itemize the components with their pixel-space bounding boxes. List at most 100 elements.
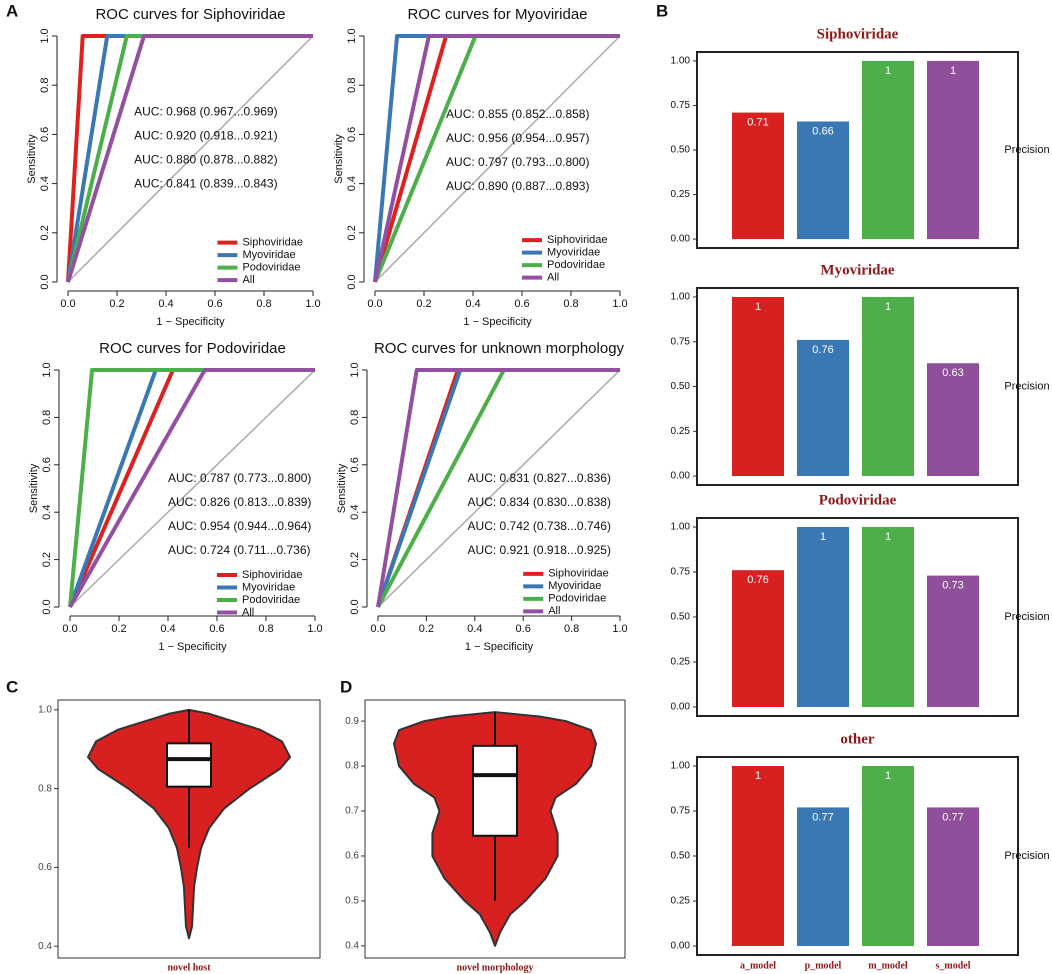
roc-curve	[376, 368, 620, 608]
x-tick-label: 0.2	[419, 623, 434, 635]
roc-curve	[68, 368, 315, 608]
data-label: 1	[755, 770, 761, 782]
plot-frame	[364, 699, 626, 959]
y-tick-label: 0.00	[671, 941, 691, 952]
legend-label: All	[242, 274, 254, 286]
y-tick-label: 0.4	[39, 176, 51, 191]
chart-title: ROC curves for Myoviridae	[407, 6, 587, 23]
auc-annotation: AUC: 0.920 (0.918...0.921)	[134, 128, 277, 142]
data-label: 0.76	[812, 344, 833, 356]
y-tick-label: 0.25	[671, 426, 691, 437]
y-axis-label: Precision	[1004, 850, 1049, 862]
y-tick-label: 0.75	[671, 806, 691, 817]
y-tick-label: 0.2	[349, 552, 361, 567]
legend-label: All	[242, 606, 254, 618]
x-tick-label: 1.0	[307, 623, 322, 635]
chart-title: ROC curves for Podoviridae	[99, 340, 286, 357]
y-tick-label: 1.0	[346, 28, 358, 43]
data-label: 0.66	[812, 125, 833, 137]
chart-title: Podoviridae	[819, 492, 897, 508]
y-tick-label: 0.8	[39, 78, 51, 93]
data-label: 0.77	[812, 811, 833, 823]
auc-annotation: AUC: 0.841 (0.839...0.843)	[134, 176, 277, 190]
x-tick-label: 0.0	[367, 298, 382, 310]
auc-annotation: AUC: 0.826 (0.813...0.839)	[168, 495, 311, 509]
data-label: 1	[950, 65, 956, 77]
y-tick-label: 0.0	[39, 274, 51, 289]
y-tick-label: 0.8	[346, 78, 358, 93]
y-tick-label: 0.50	[671, 851, 691, 862]
y-tick-label: 0.75	[671, 336, 691, 347]
panel-label: C	[6, 677, 18, 696]
y-axis-label: Sensitivity	[28, 463, 40, 513]
chart-title: Siphoviridae	[817, 26, 899, 42]
y-axis-label: Sensitivity	[336, 463, 348, 513]
plot-frame	[696, 756, 1019, 956]
legend-label: Podoviridae	[242, 262, 300, 274]
y-tick-label: 0.6	[345, 851, 359, 862]
x-tick-label: 1.0	[305, 298, 320, 310]
bar	[797, 807, 849, 946]
plot-frame	[696, 51, 1019, 249]
y-tick-label: 0.2	[41, 552, 53, 567]
y-tick-label: 0.0	[346, 274, 358, 289]
y-tick-label: 0.6	[41, 457, 53, 472]
y-tick-label: 0.75	[671, 100, 691, 111]
legend-label: Myoviridae	[547, 247, 600, 259]
auc-annotation: AUC: 0.831 (0.827...0.836)	[468, 471, 611, 485]
y-tick-label: 0.00	[671, 471, 691, 482]
x-tick-label: 0.8	[258, 623, 273, 635]
y-tick-label: 0.0	[41, 599, 53, 614]
bar	[927, 807, 979, 946]
y-tick-label: 0.4	[41, 505, 53, 520]
bar	[732, 570, 784, 707]
legend-label: Myoviridae	[242, 581, 295, 593]
auc-annotation: AUC: 0.834 (0.830...0.838)	[468, 495, 611, 509]
y-tick-label: 0.8	[349, 410, 361, 425]
legend-label: Podoviridae	[547, 259, 605, 271]
y-tick-label: 0.2	[39, 225, 51, 240]
auc-annotation: AUC: 0.956 (0.954...0.957)	[446, 131, 589, 145]
y-axis-label: Precision	[1004, 611, 1049, 623]
y-tick-label: 0.4	[346, 176, 358, 191]
panel-label: B	[656, 1, 668, 20]
x-tick-label: 0.2	[416, 298, 431, 310]
legend-label: Siphoviridae	[242, 237, 303, 249]
data-label: 1	[885, 770, 891, 782]
y-tick-label: 1.0	[38, 704, 52, 715]
legend-label: All	[547, 272, 559, 284]
auc-annotation: AUC: 0.921 (0.918...0.925)	[468, 543, 611, 557]
plot-frame	[696, 517, 1019, 717]
x-tick-label: m_model	[868, 960, 908, 971]
y-tick-label: 0.8	[38, 783, 52, 794]
x-tick-label: 0.8	[563, 298, 578, 310]
chart-title: ROC curves for unknown morphology	[374, 340, 625, 357]
reference-line	[377, 369, 621, 608]
plot-frame	[57, 699, 321, 959]
data-label: 1	[885, 65, 891, 77]
x-tick-label: 1.0	[612, 623, 627, 635]
x-tick-label: 0.0	[60, 298, 75, 310]
y-tick-label: 0.6	[349, 457, 361, 472]
y-tick-label: 0.8	[345, 761, 359, 772]
auc-annotation: AUC: 0.880 (0.878...0.882)	[134, 152, 277, 166]
bar	[797, 527, 849, 707]
data-label: 0.63	[942, 367, 963, 379]
data-label: 1	[820, 531, 826, 543]
bar	[927, 60, 979, 240]
legend-label: All	[548, 605, 560, 617]
panel-label: A	[6, 1, 18, 20]
y-tick-label: 1.0	[39, 28, 51, 43]
bar	[927, 363, 979, 477]
y-axis-label: Sensitivity	[26, 134, 38, 184]
auc-annotation: AUC: 0.787 (0.773...0.800)	[168, 471, 311, 485]
y-axis-label: Precision	[1004, 144, 1049, 156]
y-tick-label: 1.0	[349, 362, 361, 377]
x-tick-label: 0.8	[256, 298, 271, 310]
box	[166, 742, 212, 788]
x-axis-label: 1 − Specificity	[158, 641, 227, 653]
auc-annotation: AUC: 0.968 (0.967...0.969)	[134, 104, 277, 118]
auc-annotation: AUC: 0.742 (0.738...0.746)	[468, 519, 611, 533]
y-tick-label: 0.50	[671, 612, 691, 623]
